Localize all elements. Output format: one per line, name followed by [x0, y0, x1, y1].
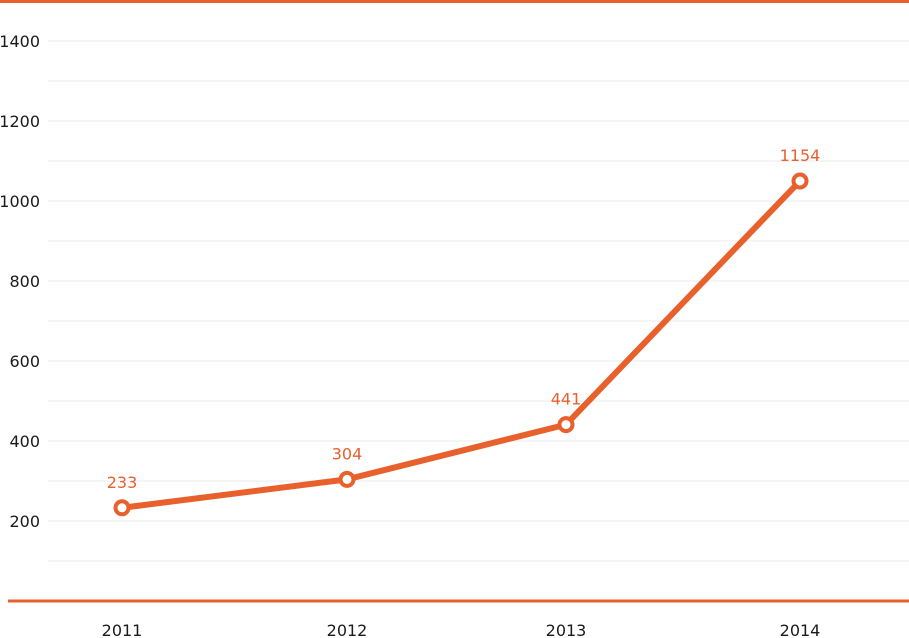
data-label: 441: [551, 390, 582, 409]
y-tick-label: 1200: [0, 112, 40, 131]
y-tick-label: 200: [9, 512, 40, 531]
data-point: [338, 470, 356, 488]
data-label: 1154: [780, 146, 821, 165]
series-line: [119, 178, 803, 511]
x-tick-label: 2012: [327, 621, 368, 638]
x-tick-label: 2013: [546, 621, 587, 638]
y-tick-label: 600: [9, 352, 40, 371]
x-axis: 2011 2012 2013 2014: [102, 621, 821, 638]
y-tick-label: 1000: [0, 192, 40, 211]
y-tick-label: 1400: [0, 32, 40, 51]
x-tick-label: 2014: [780, 621, 821, 638]
series-group: 233 304 441 1154: [107, 146, 821, 517]
data-point: [791, 172, 809, 190]
x-tick-label: 2011: [102, 621, 143, 638]
data-point: [113, 499, 131, 517]
data-label: 233: [107, 473, 138, 492]
gridlines: [48, 40, 909, 562]
y-tick-label: 800: [9, 272, 40, 291]
y-tick-label: 400: [9, 432, 40, 451]
data-label: 304: [332, 444, 363, 463]
y-axis: 200 400 600 800 1000 1200 1400: [0, 32, 40, 531]
data-point: [557, 416, 575, 434]
